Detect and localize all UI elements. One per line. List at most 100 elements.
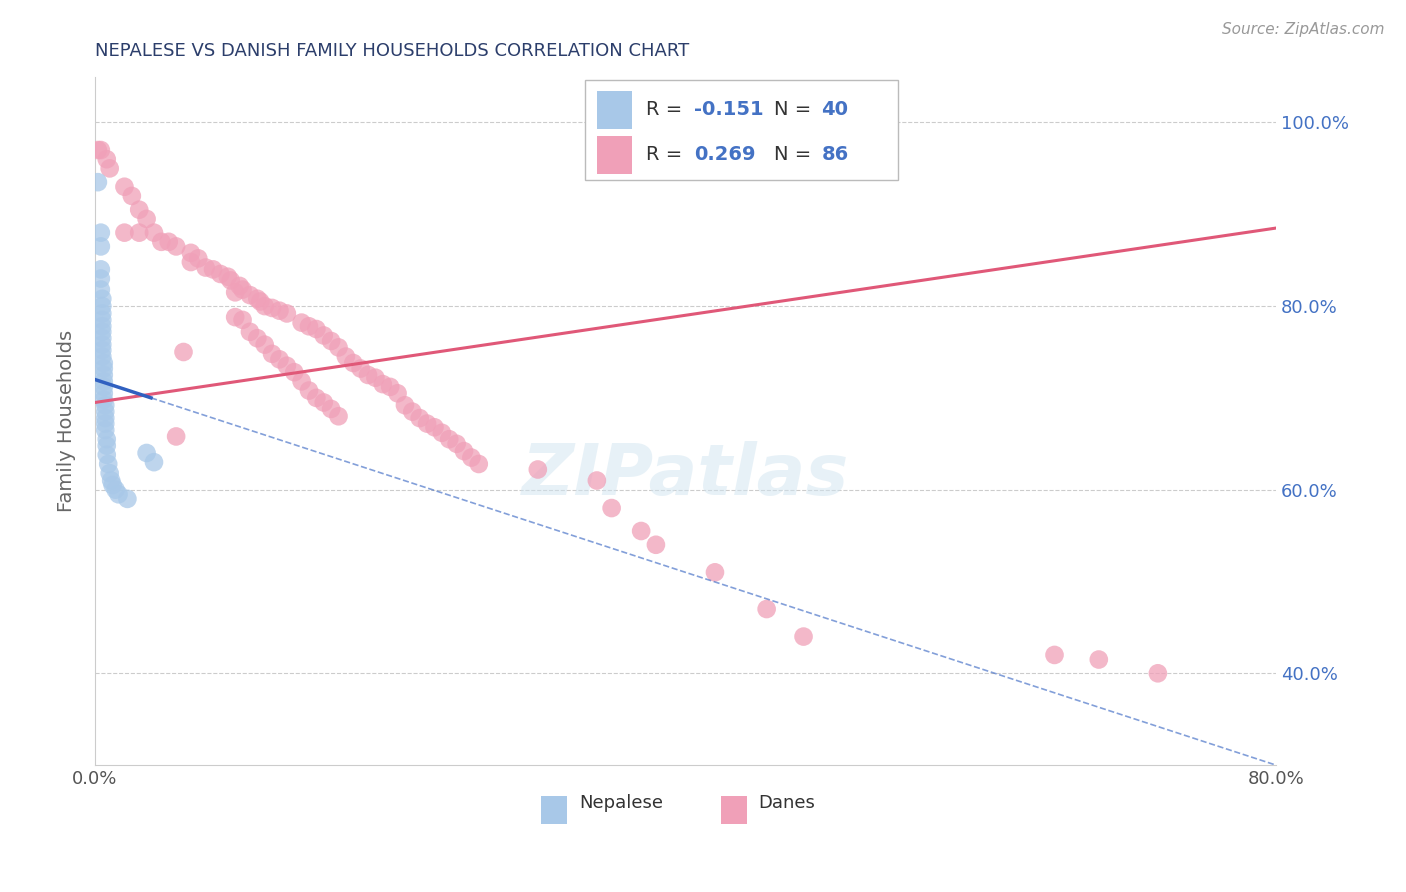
Point [239, 325, 262, 339]
Point [90, 262, 112, 277]
Point [90, 271, 112, 285]
Point [219, 273, 242, 287]
Point [98, 161, 121, 176]
Point [93, 368, 115, 382]
Point [93, 380, 115, 394]
Point [91, 319, 114, 334]
Point [1043, 648, 1066, 662]
Point [468, 457, 491, 471]
Text: R =: R = [647, 145, 689, 164]
Y-axis label: Family Households: Family Households [58, 330, 76, 512]
Point [93, 375, 115, 389]
Point [93, 356, 115, 370]
Point [423, 420, 446, 434]
Point [350, 361, 373, 376]
Text: 86: 86 [821, 145, 848, 164]
Point [335, 350, 357, 364]
Point [194, 260, 217, 275]
Point [114, 226, 136, 240]
Point [180, 255, 202, 269]
Point [91, 325, 114, 339]
Point [387, 386, 409, 401]
Point [202, 262, 225, 277]
Point [276, 359, 298, 373]
Text: R =: R = [647, 101, 689, 120]
Point [91, 313, 114, 327]
Point [157, 235, 180, 249]
Point [291, 375, 314, 389]
Point [91, 292, 114, 306]
Point [283, 365, 305, 379]
Point [209, 267, 232, 281]
Point [312, 328, 335, 343]
Point [224, 285, 246, 300]
Point [371, 377, 394, 392]
Point [232, 313, 254, 327]
Text: -0.151: -0.151 [693, 101, 763, 120]
Point [364, 370, 387, 384]
Point [446, 437, 468, 451]
Point [96, 439, 118, 453]
Point [276, 306, 298, 320]
Point [246, 292, 269, 306]
Point [96, 448, 118, 462]
Point [100, 474, 122, 488]
Point [527, 462, 550, 476]
Point [87, 175, 110, 189]
Text: NEPALESE VS DANISH FAMILY HOUSEHOLDS CORRELATION CHART: NEPALESE VS DANISH FAMILY HOUSEHOLDS COR… [96, 42, 689, 60]
Point [269, 303, 291, 318]
Point [94, 417, 117, 431]
Point [98, 466, 121, 480]
Point [586, 474, 609, 488]
Point [165, 429, 187, 443]
Point [755, 602, 778, 616]
Point [269, 352, 291, 367]
Point [93, 361, 115, 376]
Point [249, 294, 271, 309]
Text: Danes: Danes [759, 794, 815, 812]
Point [91, 299, 114, 313]
Point [342, 356, 364, 370]
Point [416, 417, 439, 431]
Text: N =: N = [775, 101, 817, 120]
Text: 0.269: 0.269 [693, 145, 755, 164]
Point [90, 143, 112, 157]
Point [357, 368, 380, 382]
Point [312, 395, 335, 409]
Point [262, 301, 284, 315]
Point [645, 538, 668, 552]
FancyBboxPatch shape [585, 80, 898, 180]
Point [90, 226, 112, 240]
Point [439, 432, 461, 446]
Point [96, 152, 118, 166]
Point [117, 491, 139, 506]
Point [460, 450, 482, 465]
Point [328, 340, 350, 354]
Point [793, 630, 815, 644]
Point [453, 444, 475, 458]
Point [96, 432, 118, 446]
Point [94, 423, 117, 437]
Text: Nepalese: Nepalese [579, 794, 664, 812]
Point [94, 411, 117, 425]
Point [94, 405, 117, 419]
Point [328, 409, 350, 424]
Point [1088, 652, 1111, 666]
Point [430, 425, 453, 440]
Point [91, 306, 114, 320]
Point [228, 279, 250, 293]
Point [128, 202, 150, 217]
FancyBboxPatch shape [598, 91, 633, 129]
Point [94, 398, 117, 412]
Point [87, 143, 110, 157]
Point [409, 411, 432, 425]
Point [104, 483, 127, 497]
Point [321, 401, 343, 416]
Point [401, 405, 423, 419]
Point [143, 455, 166, 469]
Point [101, 478, 124, 492]
Point [253, 337, 276, 351]
Point [246, 331, 269, 345]
Point [143, 226, 166, 240]
Point [90, 283, 112, 297]
